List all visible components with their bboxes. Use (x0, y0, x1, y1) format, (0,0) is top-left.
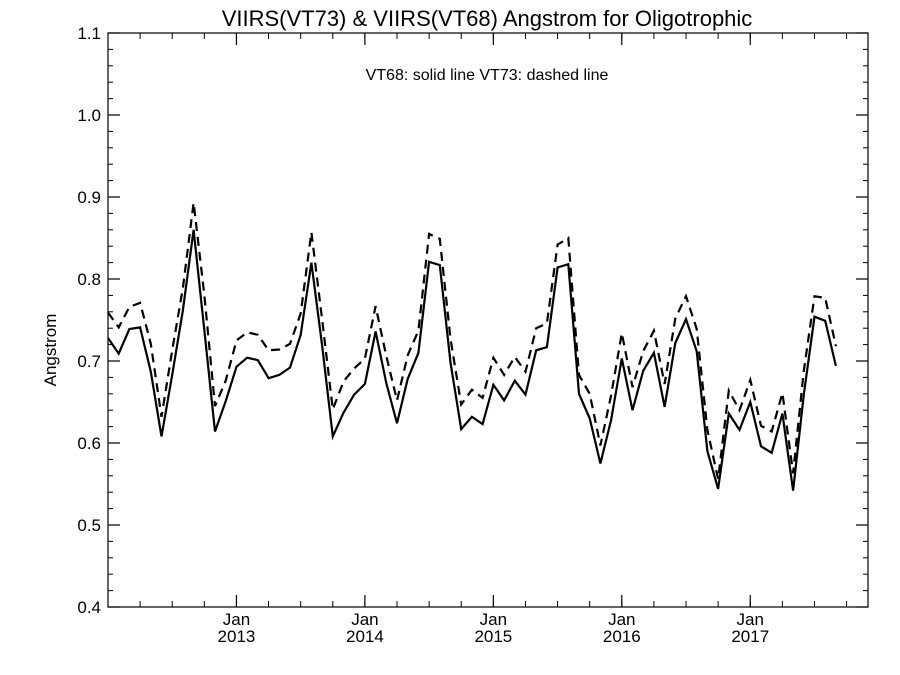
y-tick-label: 0.6 (77, 434, 101, 453)
x-tick-label-year: 2014 (346, 627, 384, 646)
x-tick-label-month: Jan (351, 610, 378, 629)
x-tick-label-year: 2017 (731, 627, 769, 646)
x-tick-label-year: 2013 (218, 627, 256, 646)
chart-title: VIIRS(VT73) & VIIRS(VT68) Angstrom for O… (222, 6, 753, 31)
series-line-vt68 (107, 229, 837, 491)
y-axis-label: Angstrom (41, 314, 60, 387)
y-tick-label: 0.8 (77, 270, 101, 289)
x-tick-label-month: Jan (608, 610, 635, 629)
axes-layer: 0.40.50.60.70.80.91.01.1Jan2013Jan2014Ja… (77, 24, 868, 646)
plot-frame (107, 32, 869, 608)
y-tick-label: 1.1 (77, 24, 101, 43)
x-tick-label-month: Jan (737, 610, 764, 629)
y-tick-label: 0.4 (77, 598, 101, 617)
x-tick-label-month: Jan (223, 610, 250, 629)
y-tick-label: 0.5 (77, 516, 101, 535)
y-tick-label: 0.7 (77, 352, 101, 371)
y-tick-label: 0.9 (77, 188, 101, 207)
x-tick-label-month: Jan (480, 610, 507, 629)
series-line-vt73 (107, 202, 837, 480)
y-tick-label: 1.0 (77, 106, 101, 125)
series-layer (107, 202, 837, 491)
x-tick-label-year: 2016 (603, 627, 641, 646)
legend-annotation: VT68: solid line VT73: dashed line (366, 67, 609, 84)
x-tick-label-year: 2015 (474, 627, 512, 646)
